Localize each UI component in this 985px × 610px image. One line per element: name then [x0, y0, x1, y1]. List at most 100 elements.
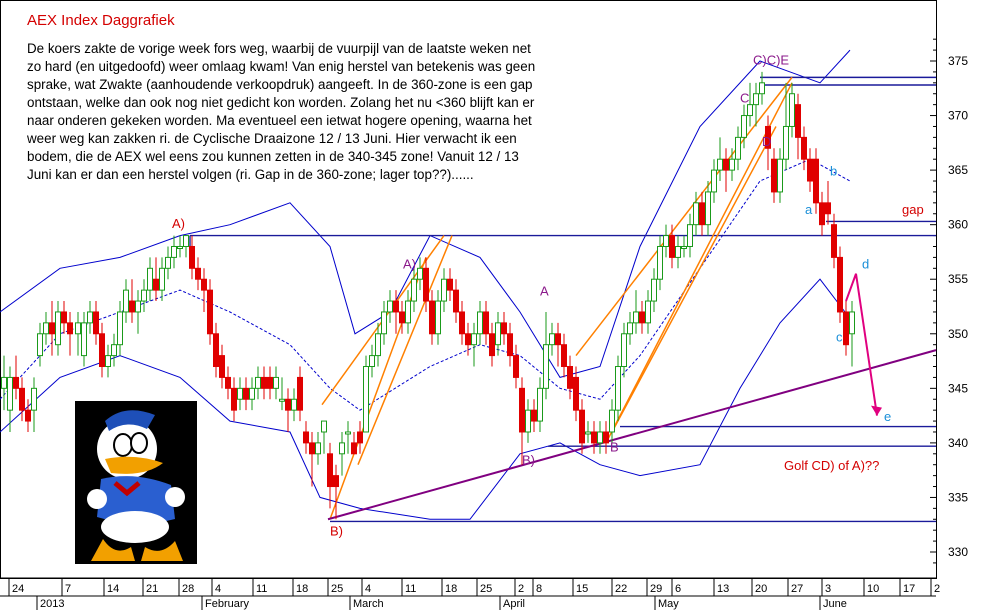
candle-body: [495, 322, 501, 346]
x-tick-label: 3: [825, 583, 831, 595]
candle-body: [111, 344, 117, 357]
x-tick-label: 8: [536, 583, 542, 595]
candle-body: [555, 333, 561, 346]
commentary-line: zo hard (en uitgedoofd) weer omlaag kwam…: [27, 59, 535, 74]
candle-body: [447, 278, 453, 291]
month-label: June: [823, 598, 847, 610]
candle-body: [669, 235, 675, 258]
commentary-line: De koers zakte de vorige week fors weg, …: [27, 41, 531, 56]
candle-body: [345, 431, 351, 435]
candle-body: [61, 311, 67, 324]
candle-body: [201, 278, 207, 291]
candle-body: [417, 267, 423, 280]
x-tick-label: 14: [107, 583, 119, 595]
candle-body: [723, 158, 729, 171]
candle-body: [459, 311, 465, 335]
candle-body: [837, 256, 843, 313]
annotation-label: A: [540, 284, 549, 299]
x-tick-label: 6: [675, 583, 681, 595]
candle-body: [807, 158, 813, 182]
long-term-support-line: [327, 349, 937, 521]
candle-body: [663, 235, 669, 247]
candle-body: [483, 311, 489, 335]
x-tick-label: 15: [576, 583, 588, 595]
candle-body: [603, 431, 609, 444]
candle-body: [13, 376, 19, 389]
candle-body: [633, 311, 639, 324]
candle-body: [639, 311, 645, 324]
candle-body: [693, 202, 699, 226]
candle-body: [771, 158, 777, 193]
candle-body: [327, 453, 333, 488]
trend-channel-line: [611, 126, 777, 433]
candle-body: [675, 245, 681, 258]
candle-body: [255, 376, 261, 389]
candle-body: [37, 333, 43, 357]
candle-body: [795, 104, 801, 138]
y-tick-label: 365: [948, 163, 968, 177]
candle-body: [333, 475, 339, 488]
y-tick-label: 330: [948, 545, 968, 559]
candle-body: [651, 278, 657, 302]
candle-body: [627, 322, 633, 335]
candle-body: [369, 355, 375, 368]
candle-body: [243, 387, 249, 400]
trend-channel-line: [605, 82, 793, 444]
candle-body: [141, 289, 147, 302]
forecast-arrowhead: [871, 405, 882, 416]
candle-body: [381, 311, 387, 335]
commentary-line: sprake, wat Zwakte (aanhoudende verkoopd…: [27, 77, 532, 92]
annotation-label: a: [805, 202, 813, 217]
candle-body: [489, 333, 495, 357]
candle-body: [87, 311, 93, 324]
candle-body: [249, 387, 255, 400]
candle-body: [813, 158, 819, 204]
candle-body: [393, 300, 399, 313]
candle-body: [303, 431, 309, 444]
commentary-line: naar onderen gekeken worden. Ma eventuee…: [27, 113, 532, 128]
forecast-path: [845, 273, 878, 416]
x-tick-label: 18: [296, 583, 308, 595]
candle-body: [579, 409, 585, 444]
candle-body: [105, 355, 111, 368]
candle-body: [177, 245, 183, 249]
candle-body: [321, 420, 327, 433]
candle-body: [297, 376, 303, 411]
annotation-label: c: [836, 329, 843, 344]
x-tick-label: 25: [480, 583, 492, 595]
candle-body: [465, 333, 471, 346]
candle-body: [267, 376, 273, 389]
month-label: February: [205, 598, 250, 610]
candle-body: [585, 431, 591, 435]
candle-body: [699, 202, 705, 226]
y-tick-label: 350: [948, 327, 968, 341]
x-tick-label: 4: [215, 583, 221, 595]
annotation-label: B: [610, 440, 619, 455]
candle-body: [123, 289, 129, 313]
candle-body: [513, 355, 519, 378]
annotation-label: b: [830, 164, 837, 179]
candle-body: [765, 125, 771, 149]
candle-body: [735, 136, 741, 160]
annotation-label: gap: [902, 202, 924, 217]
bollinger-middle-band: [0, 158, 851, 411]
candle-body: [609, 409, 615, 433]
candle-body: [49, 322, 55, 335]
candle-body: [159, 267, 165, 291]
candle-body: [777, 158, 783, 193]
x-tick-label: 25: [331, 583, 343, 595]
x-tick-label: 11: [405, 583, 416, 595]
candle-body: [831, 224, 837, 258]
x-tick-label: 7: [65, 583, 71, 595]
x-tick-label: 20: [755, 583, 767, 595]
candle-body: [19, 387, 25, 411]
candle-body: [621, 333, 627, 368]
x-tick-label: 10: [867, 583, 879, 595]
candle-body: [849, 311, 855, 335]
annotation-label: Golf CD) of A)??: [784, 458, 879, 473]
trend-channel-line: [575, 76, 793, 357]
candle-body: [411, 278, 417, 302]
x-tick-label: 22: [615, 583, 627, 595]
y-tick-label: 335: [948, 490, 968, 504]
bollinger-lower-band: [0, 278, 846, 520]
